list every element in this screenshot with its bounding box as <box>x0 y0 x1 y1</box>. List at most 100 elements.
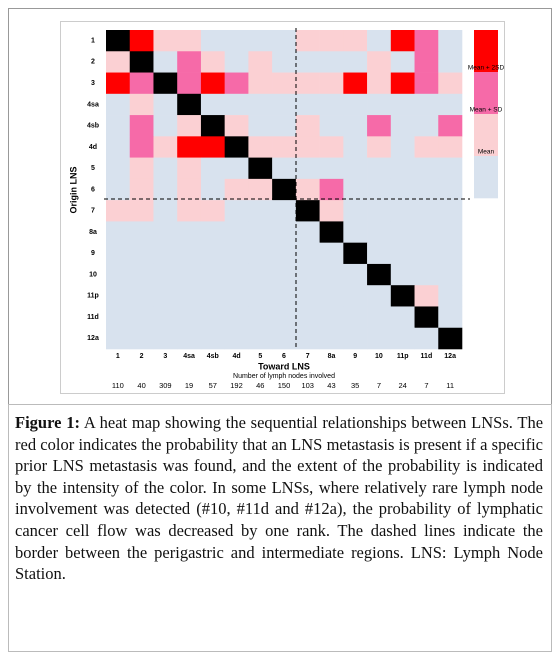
heat-cell <box>438 115 463 137</box>
heat-cell <box>272 72 297 95</box>
heat-cell <box>414 221 439 243</box>
heat-cell <box>390 136 415 158</box>
heat-cell <box>200 200 225 222</box>
heat-cell <box>343 72 368 95</box>
heat-cell <box>414 30 439 52</box>
heat-cell <box>319 285 344 307</box>
heat-cell <box>295 51 320 73</box>
heat-cell <box>248 221 273 243</box>
heat-cell <box>272 285 297 307</box>
heat-cell <box>106 285 131 307</box>
x-axis-title: Toward LNS <box>258 361 310 371</box>
legend-swatch <box>474 156 498 199</box>
heat-cell <box>295 136 320 158</box>
heat-cell <box>272 157 297 180</box>
heat-cell <box>319 115 344 137</box>
x-tick-label: 10 <box>375 353 383 360</box>
heat-cell <box>200 136 225 158</box>
heat-cell <box>153 136 178 158</box>
heat-cell <box>414 72 439 95</box>
heat-cell <box>224 30 249 52</box>
heat-cell <box>248 136 273 158</box>
heat-cell <box>438 242 463 265</box>
heat-cell <box>438 263 463 286</box>
heat-cell <box>106 263 131 286</box>
heat-cell <box>367 136 392 158</box>
y-tick-label: 11p <box>87 293 99 300</box>
heat-cell <box>153 200 178 222</box>
heat-cell <box>367 306 392 329</box>
heat-cell <box>272 30 297 52</box>
heat-cell <box>390 51 415 73</box>
heat-cell <box>224 72 249 95</box>
heat-cell <box>414 115 439 137</box>
legend-swatch <box>474 114 498 157</box>
heat-cell <box>224 115 249 137</box>
heat-cell <box>390 30 415 52</box>
heat-cell <box>200 327 225 350</box>
heat-cell <box>343 327 368 350</box>
count-label: 11 <box>446 381 454 390</box>
heat-cell <box>129 242 154 265</box>
heat-cell <box>153 221 178 243</box>
heat-cell <box>272 178 297 201</box>
x-tick-label: 6 <box>282 353 286 360</box>
heat-cell <box>367 178 392 201</box>
heat-cell <box>272 306 297 329</box>
heat-cell <box>390 157 415 180</box>
heat-cell <box>343 306 368 329</box>
heat-cell <box>177 136 202 158</box>
heat-cell <box>272 221 297 243</box>
heat-cell <box>367 285 392 307</box>
heat-cell <box>224 136 249 158</box>
heat-cell <box>438 178 463 201</box>
heat-cell <box>200 93 225 116</box>
heat-cell <box>153 30 178 52</box>
heat-cell <box>106 93 131 116</box>
heat-cell <box>295 263 320 286</box>
heat-cell <box>295 285 320 307</box>
heat-cell <box>295 115 320 137</box>
heat-cell <box>224 51 249 73</box>
heat-cell <box>153 93 178 116</box>
heat-cell <box>153 263 178 286</box>
y-axis-title: Origin LNS <box>68 167 78 214</box>
heat-cell <box>390 263 415 286</box>
heat-cell <box>367 93 392 116</box>
heat-cell <box>200 178 225 201</box>
heat-cell <box>319 30 344 52</box>
heat-cell <box>106 136 131 158</box>
plot-frame <box>60 21 505 394</box>
heat-cell <box>224 242 249 265</box>
heat-cell <box>200 157 225 180</box>
heat-cell <box>319 263 344 286</box>
heat-cell <box>343 51 368 73</box>
heat-cell <box>367 200 392 222</box>
y-tick-label: 4d <box>89 144 97 151</box>
heat-cell <box>106 157 131 180</box>
heat-cell <box>367 72 392 95</box>
count-label: 7 <box>377 381 381 390</box>
y-tick-label: 4sb <box>87 123 99 130</box>
heat-cell <box>390 72 415 95</box>
heat-cell <box>414 200 439 222</box>
x-tick-label: 1 <box>116 353 120 360</box>
count-label: 309 <box>159 381 172 390</box>
heat-cell <box>343 136 368 158</box>
heat-cell <box>224 306 249 329</box>
heat-cell <box>390 285 415 307</box>
x-tick-label: 4d <box>232 353 240 360</box>
heat-cell <box>343 30 368 52</box>
count-label: 24 <box>398 381 406 390</box>
caption-text: A heat map showing the sequential relati… <box>15 413 544 584</box>
heat-cell <box>129 200 154 222</box>
heat-cell <box>438 200 463 222</box>
heat-cell <box>153 242 178 265</box>
heat-cell <box>106 221 131 243</box>
heat-cell <box>224 178 249 201</box>
heat-cell <box>438 327 463 350</box>
heat-cell <box>106 327 131 350</box>
heat-cell <box>177 178 202 201</box>
heat-cell <box>248 157 273 180</box>
heat-cell <box>129 157 154 180</box>
